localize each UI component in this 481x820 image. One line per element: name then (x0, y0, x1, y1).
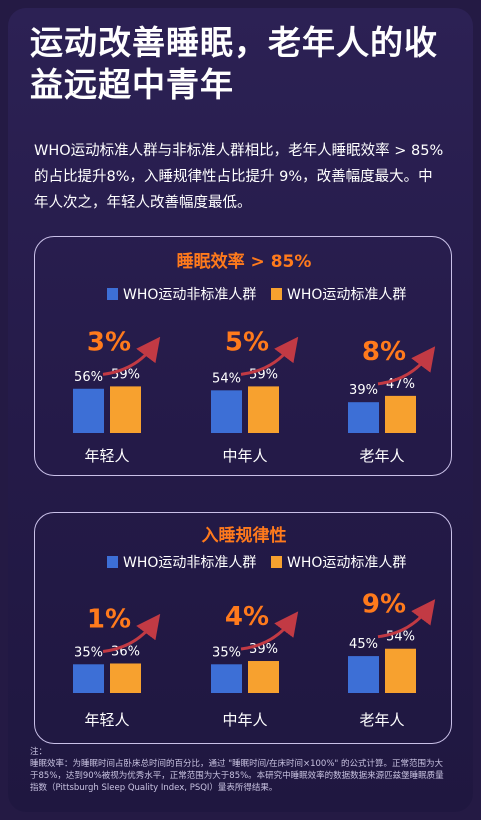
legend-label: WHO运动非标准人群 (123, 555, 256, 571)
bar (73, 388, 104, 433)
increase-label: 8% (362, 337, 406, 367)
increase-label: 9% (362, 590, 406, 620)
increase-arrow (240, 611, 299, 651)
category-label: 年轻人 (84, 447, 129, 465)
chart-title: 睡眠效率 > 85% (177, 251, 312, 272)
bar (110, 663, 141, 693)
bar-value-label: 35% (212, 645, 241, 660)
category-label: 中年人 (222, 447, 267, 465)
bar (348, 656, 379, 693)
category-label: 中年人 (222, 711, 267, 729)
bar (248, 386, 279, 433)
bar (385, 648, 416, 693)
bar-value-label: 39% (349, 383, 378, 398)
category-label: 老年人 (359, 447, 404, 465)
legend-label: WHO运动标准人群 (287, 287, 406, 303)
increase-label: 1% (87, 604, 131, 634)
sleep-regularity-panel: 入睡规律性 WHO运动非标准人群 WHO运动标准人群 35% 36% 1% 年轻人 35% 39… (34, 512, 452, 744)
bar-value-label: 54% (212, 371, 241, 386)
increase-arrow (102, 613, 161, 653)
lead-paragraph: WHO运动标准人群与非标准人群相比，老年人睡眠效率 > 85%的占比提升8%，入… (34, 143, 444, 211)
bar (248, 661, 279, 693)
increase-arrow (240, 336, 299, 376)
category-label: 老年人 (359, 711, 404, 729)
bar (110, 386, 141, 433)
bar-value-label: 45% (349, 637, 378, 652)
bar (348, 402, 379, 433)
increase-arrow (377, 599, 436, 639)
legend-label: WHO运动非标准人群 (123, 287, 256, 303)
category-label: 年轻人 (84, 711, 129, 729)
bar-value-label: 56% (74, 370, 103, 385)
increase-label: 5% (225, 327, 269, 357)
legend-label: WHO运动标准人群 (287, 555, 406, 571)
legend-swatch (271, 288, 282, 300)
footnote-text: 注： 睡眠效率：为睡眠时间占卧床总时间的百分比，通过 "睡眠时间/在床时间×10… (30, 747, 444, 793)
bar (211, 390, 242, 433)
bar (385, 395, 416, 433)
bar (73, 664, 104, 693)
increase-arrow (377, 346, 436, 386)
page-title: 运动改善睡眠，老年人的收益远超中青年 (30, 23, 438, 104)
legend-swatch (271, 556, 282, 568)
legend-swatch (107, 288, 118, 300)
sleep-efficiency-panel: 睡眠效率 > 85% WHO运动非标准人群 WHO运动标准人群 56% 59% 3% 年轻人… (34, 236, 452, 476)
increase-label: 4% (225, 602, 269, 632)
footnote: 注： 睡眠效率：为睡眠时间占卧床总时间的百分比，通过 "睡眠时间/在床时间×10… (30, 746, 450, 794)
bar (211, 664, 242, 693)
chart-title: 入睡规律性 (202, 525, 287, 546)
legend-swatch (107, 556, 118, 568)
increase-arrow (102, 336, 161, 376)
increase-label: 3% (87, 327, 131, 357)
bar-value-label: 35% (74, 645, 103, 660)
